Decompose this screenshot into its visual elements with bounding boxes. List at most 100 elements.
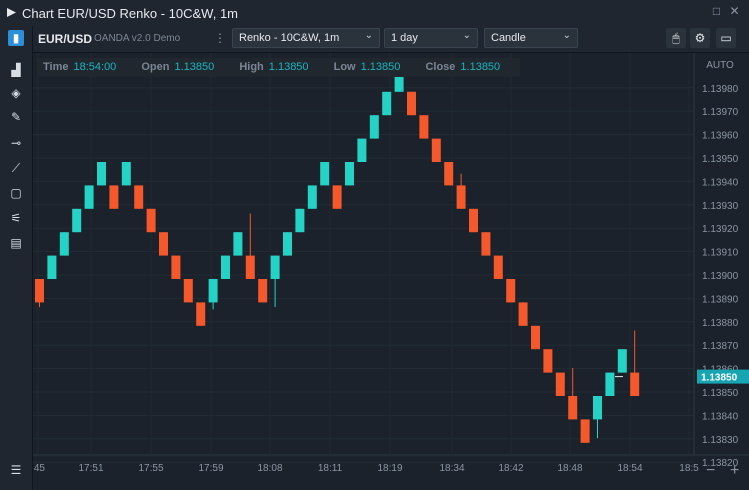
renko-brick[interactable] (382, 91, 392, 116)
renko-brick[interactable] (320, 162, 330, 186)
renko-brick[interactable] (419, 115, 429, 139)
renko-brick[interactable] (617, 349, 627, 373)
renko-brick[interactable] (97, 162, 106, 186)
style-select[interactable]: Candle ⌄ (484, 28, 578, 48)
renko-brick[interactable] (431, 138, 441, 162)
trend-line-icon[interactable]: ⟋ (11, 161, 21, 175)
renko-brick[interactable] (555, 372, 565, 396)
ohlc-time-value: 18:54:00 (73, 61, 117, 73)
ohlc-info-panel: Time 18:54:00 Open 1.13850 High 1.13850 Low… (37, 58, 521, 77)
indicators-icon[interactable]: ▟ (11, 63, 21, 77)
renko-brick[interactable] (295, 208, 305, 233)
y-tick-label: 1.13950 (702, 154, 739, 165)
zoom-in-button[interactable]: + (730, 462, 740, 479)
settings-button[interactable]: ⚙ (690, 28, 710, 48)
renko-chart[interactable]: AUTO 1.13980 1.13970 1.13960 1.13950 1.13940 1… (33, 53, 749, 490)
renko-brick[interactable] (407, 91, 416, 116)
ohlc-close-value: 1.13850 (460, 61, 501, 73)
renko-brick[interactable] (630, 372, 640, 396)
y-tick-label: 1.13960 (702, 131, 739, 142)
y-tick-label: 1.13930 (702, 201, 739, 212)
renko-brick[interactable] (568, 396, 578, 420)
period-select[interactable]: 1 day ⌄ (384, 28, 478, 48)
renko-brick[interactable] (444, 162, 454, 186)
renko-brick[interactable] (35, 279, 44, 303)
renko-brick[interactable] (270, 255, 280, 279)
layers-icon[interactable]: ◈ (11, 86, 21, 100)
y-tick-label: 1.13890 (702, 294, 739, 305)
renko-brick[interactable] (258, 279, 268, 303)
window-titlebar: Chart EUR/USD Renko - 10C&W, 1m □ ✕ (0, 0, 749, 27)
renko-brick[interactable] (109, 185, 119, 209)
symbol-label[interactable]: EUR/USD (38, 32, 93, 46)
renko-brick[interactable] (283, 232, 292, 256)
renko-brick[interactable] (605, 372, 615, 396)
menu-list-icon[interactable]: ☰ (10, 463, 22, 477)
price-axis[interactable] (694, 53, 749, 490)
renko-brick[interactable] (518, 302, 528, 326)
renko-brick[interactable] (593, 396, 602, 420)
renko-brick[interactable] (221, 255, 230, 279)
renko-brick[interactable] (245, 255, 255, 279)
panel-toggle-button[interactable]: ▮ (8, 30, 24, 46)
renko-brick[interactable] (159, 232, 168, 256)
ohlc-open-label: Open (141, 61, 170, 73)
pencil-icon[interactable]: ✎ (10, 110, 22, 124)
renko-brick[interactable] (307, 185, 317, 209)
renko-brick[interactable] (369, 115, 379, 139)
chart-type-select[interactable]: Renko - 10C&W, 1m ⌄ (232, 28, 380, 48)
renko-brick[interactable] (134, 185, 144, 209)
close-window-button[interactable]: ✕ (729, 4, 740, 18)
renko-brick[interactable] (506, 279, 516, 303)
renko-brick[interactable] (146, 208, 156, 233)
objects-list-icon[interactable]: ▤ (10, 236, 22, 250)
renko-brick[interactable] (171, 255, 181, 279)
renko-brick[interactable] (208, 279, 218, 303)
y-tick-label: 1.13840 (702, 411, 739, 422)
x-tick-label: 18:48 (557, 463, 582, 474)
ohlc-low-label: Low (333, 61, 356, 73)
renko-brick[interactable] (531, 325, 540, 350)
renko-brick[interactable] (183, 279, 193, 303)
rectangle-icon[interactable]: ▢ (10, 186, 22, 200)
zoom-out-button[interactable]: − (706, 462, 716, 479)
x-tick-label: :45 (33, 463, 45, 474)
horizontal-line-icon[interactable]: ⊸ (10, 136, 22, 150)
current-price-tag (697, 369, 749, 384)
x-tick-label: 18:11 (318, 463, 343, 474)
renko-brick[interactable] (357, 138, 367, 162)
renko-brick[interactable] (72, 208, 82, 233)
renko-brick[interactable] (47, 255, 57, 279)
renko-brick[interactable] (394, 68, 404, 92)
fibonacci-icon[interactable]: ⚟ (10, 211, 22, 225)
layout-button[interactable]: ▭ (716, 28, 736, 48)
x-tick-label: 18:5 (679, 463, 699, 474)
renko-brick[interactable] (493, 255, 503, 279)
renko-brick[interactable] (233, 232, 243, 256)
window-title: Chart EUR/USD Renko - 10C&W, 1m (22, 6, 239, 21)
renko-brick[interactable] (332, 185, 342, 209)
renko-brick[interactable] (543, 349, 553, 373)
y-tick-label: 1.13900 (702, 271, 739, 282)
renko-brick[interactable] (345, 162, 354, 186)
ohlc-time-label: Time (43, 61, 69, 73)
renko-brick[interactable] (481, 232, 491, 256)
renko-brick[interactable] (121, 162, 131, 186)
mouse-icon: 🖱 (672, 31, 680, 45)
ohlc-high-value: 1.13850 (268, 61, 309, 73)
x-tick-label: 18:54 (617, 463, 642, 474)
ohlc-open-value: 1.13850 (174, 61, 215, 73)
renko-brick[interactable] (84, 185, 94, 209)
mouse-mode-button[interactable]: 🖱 (666, 28, 686, 48)
renko-brick[interactable] (580, 419, 590, 443)
renko-brick[interactable] (456, 185, 466, 209)
y-tick-label: 1.13820 (702, 458, 739, 469)
drawing-toolbar: ▮ ▟ ◈ ✎ ⊸ ⟋ ▢ ⚟ ▤ ☰ (0, 26, 33, 490)
axis-mode-label[interactable]: AUTO (706, 60, 734, 71)
period-select-value: 1 day (391, 32, 418, 44)
renko-brick[interactable] (196, 302, 206, 326)
renko-brick[interactable] (469, 208, 478, 233)
renko-brick[interactable] (59, 232, 69, 256)
symbol-menu-icon[interactable]: ⋮ (214, 31, 226, 45)
maximize-window-button[interactable]: □ (712, 4, 721, 18)
